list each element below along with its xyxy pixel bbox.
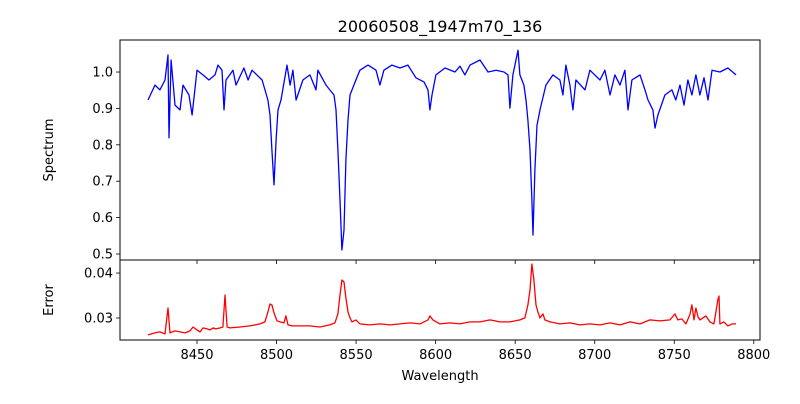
- x-tick-label: 8500: [260, 348, 293, 363]
- error-y-tick-label: 0.04: [84, 267, 113, 282]
- x-tick-label: 8450: [180, 348, 213, 363]
- spectrum-y-tick-label: 0.5: [92, 247, 113, 262]
- chart-title: 20060508_1947m70_136: [338, 17, 543, 37]
- error-y-tick-label: 0.03: [84, 311, 113, 326]
- x-tick-label: 8800: [737, 348, 770, 363]
- error-axes-frame: [119, 259, 761, 341]
- spectrum-series-line: [147, 49, 737, 251]
- error-y-label: Error: [42, 284, 57, 316]
- spectrum-y-tick-label: 0.6: [92, 211, 113, 226]
- x-tick-label: 8750: [658, 348, 691, 363]
- x-tick-label: 8600: [419, 348, 452, 363]
- x-tick-label: 8700: [578, 348, 611, 363]
- x-tick-label: 8650: [499, 348, 532, 363]
- error-series-line: [147, 263, 736, 336]
- spectrum-y-tick-label: 0.8: [92, 138, 113, 153]
- spectrum-y-tick-label: 0.9: [92, 102, 113, 117]
- spectrum-y-label: Spectrum: [42, 119, 57, 182]
- spectrum-y-tick-label: 0.7: [92, 175, 113, 190]
- x-axis-label: Wavelength: [401, 369, 478, 384]
- x-tick-label: 8550: [340, 348, 373, 363]
- spectrum-y-tick-label: 1.0: [92, 66, 113, 81]
